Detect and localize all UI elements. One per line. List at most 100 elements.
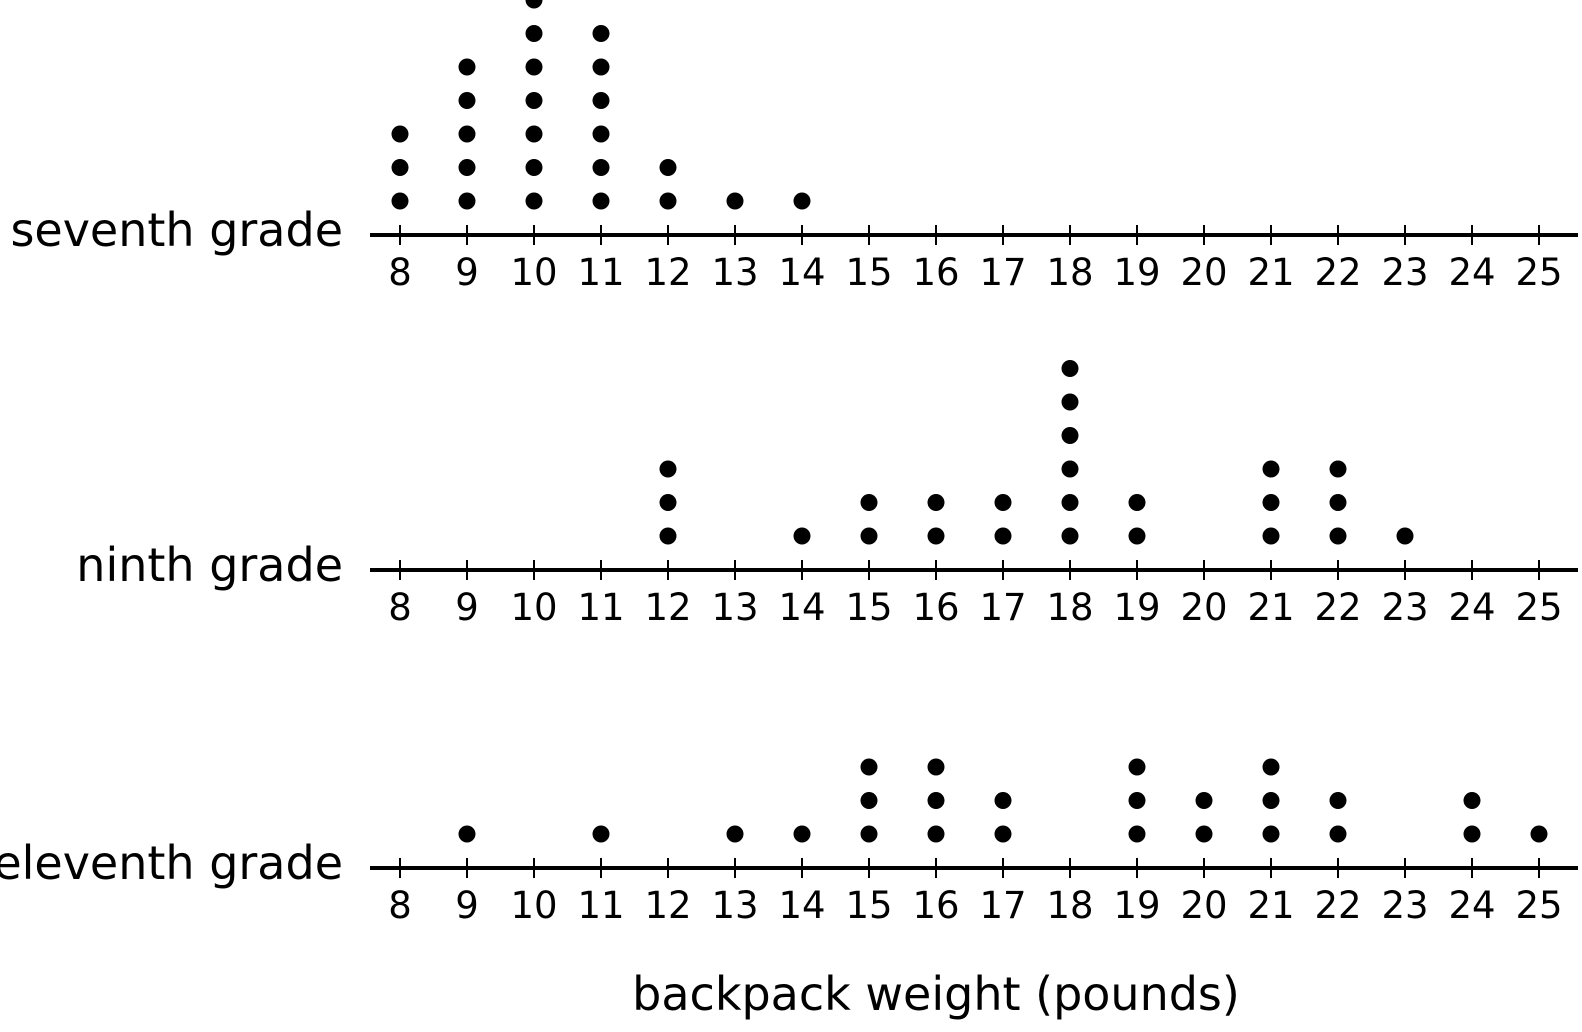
tick-label-eleventh-grade: 13 xyxy=(711,884,758,927)
dot-eleventh-grade xyxy=(726,825,744,843)
dot-ninth-grade xyxy=(1329,527,1347,545)
dot-eleventh-grade xyxy=(1530,825,1548,843)
dot-eleventh-grade xyxy=(994,825,1012,843)
dot-seventh-grade xyxy=(458,192,476,210)
dot-ninth-grade xyxy=(1329,460,1347,478)
tick-label-seventh-grade: 13 xyxy=(711,251,758,294)
dot-ninth-grade xyxy=(1396,527,1414,545)
dot-eleventh-grade xyxy=(1262,758,1280,776)
tick-label-ninth-grade: 18 xyxy=(1046,586,1093,629)
tick-label-ninth-grade: 25 xyxy=(1515,586,1562,629)
dot-seventh-grade xyxy=(793,192,811,210)
dot-seventh-grade xyxy=(659,159,677,176)
tick-label-eleventh-grade: 18 xyxy=(1046,884,1093,927)
x-axis-title: backpack weight (pounds) xyxy=(632,967,1240,1021)
tick-label-seventh-grade: 18 xyxy=(1046,251,1093,294)
dot-seventh-grade xyxy=(525,58,543,76)
tick-label-eleventh-grade: 17 xyxy=(979,884,1026,927)
dot-seventh-grade xyxy=(592,58,610,76)
dot-ninth-grade xyxy=(994,527,1012,545)
tick-label-ninth-grade: 13 xyxy=(711,586,758,629)
dot-eleventh-grade xyxy=(860,825,878,843)
dot-seventh-grade xyxy=(525,125,543,143)
tick-label-seventh-grade: 10 xyxy=(510,251,557,294)
dot-seventh-grade xyxy=(592,192,610,210)
tick-label-eleventh-grade: 11 xyxy=(577,884,624,927)
dot-eleventh-grade xyxy=(1128,758,1146,776)
dot-ninth-grade xyxy=(1128,494,1146,511)
dot-seventh-grade xyxy=(592,92,610,109)
dot-eleventh-grade xyxy=(927,792,945,809)
dot-ninth-grade xyxy=(659,494,677,511)
dot-ninth-grade xyxy=(659,527,677,545)
dot-eleventh-grade xyxy=(860,792,878,809)
tick-label-eleventh-grade: 16 xyxy=(912,884,959,927)
tick-label-seventh-grade: 9 xyxy=(455,251,479,294)
tick-label-eleventh-grade: 15 xyxy=(845,884,892,927)
tick-label-ninth-grade: 12 xyxy=(644,586,691,629)
dot-eleventh-grade xyxy=(1128,792,1146,809)
dot-eleventh-grade xyxy=(1262,792,1280,809)
dot-ninth-grade xyxy=(1061,527,1079,545)
tick-label-seventh-grade: 19 xyxy=(1113,251,1160,294)
dot-seventh-grade xyxy=(391,159,409,176)
dot-ninth-grade xyxy=(927,494,945,511)
tick-label-eleventh-grade: 8 xyxy=(388,884,412,927)
dot-eleventh-grade xyxy=(1463,792,1481,809)
tick-label-eleventh-grade: 14 xyxy=(778,884,825,927)
tick-label-ninth-grade: 11 xyxy=(577,586,624,629)
dot-seventh-grade xyxy=(592,159,610,176)
dot-eleventh-grade xyxy=(1262,825,1280,843)
tick-label-eleventh-grade: 24 xyxy=(1448,884,1495,927)
dot-eleventh-grade xyxy=(1128,825,1146,843)
dot-eleventh-grade xyxy=(1195,792,1213,809)
dot-ninth-grade xyxy=(1061,460,1079,478)
dot-eleventh-grade xyxy=(927,825,945,843)
tick-label-eleventh-grade: 12 xyxy=(644,884,691,927)
tick-label-eleventh-grade: 20 xyxy=(1180,884,1227,927)
dot-seventh-grade xyxy=(525,92,543,109)
tick-label-seventh-grade: 15 xyxy=(845,251,892,294)
dot-seventh-grade xyxy=(391,192,409,210)
tick-label-seventh-grade: 20 xyxy=(1180,251,1227,294)
dot-ninth-grade xyxy=(1061,393,1079,411)
dot-eleventh-grade xyxy=(1329,825,1347,843)
dot-seventh-grade xyxy=(592,125,610,143)
tick-label-eleventh-grade: 19 xyxy=(1113,884,1160,927)
tick-label-seventh-grade: 24 xyxy=(1448,251,1495,294)
dot-eleventh-grade xyxy=(1195,825,1213,843)
tick-label-ninth-grade: 14 xyxy=(778,586,825,629)
tick-label-eleventh-grade: 21 xyxy=(1247,884,1294,927)
dot-ninth-grade xyxy=(860,527,878,545)
dot-ninth-grade xyxy=(994,494,1012,511)
tick-label-ninth-grade: 16 xyxy=(912,586,959,629)
dot-eleventh-grade xyxy=(1463,825,1481,843)
tick-label-seventh-grade: 12 xyxy=(644,251,691,294)
dot-seventh-grade xyxy=(525,159,543,176)
tick-label-seventh-grade: 17 xyxy=(979,251,1026,294)
tick-label-seventh-grade: 25 xyxy=(1515,251,1562,294)
tick-label-ninth-grade: 8 xyxy=(388,586,412,629)
dot-ninth-grade xyxy=(860,494,878,511)
dot-eleventh-grade xyxy=(860,758,878,776)
tick-label-eleventh-grade: 22 xyxy=(1314,884,1361,927)
dot-ninth-grade xyxy=(793,527,811,545)
dot-ninth-grade xyxy=(1128,527,1146,545)
tick-label-seventh-grade: 16 xyxy=(912,251,959,294)
dot-seventh-grade xyxy=(458,92,476,109)
tick-label-ninth-grade: 19 xyxy=(1113,586,1160,629)
dot-seventh-grade xyxy=(592,25,610,42)
row-label-ninth-grade: ninth grade xyxy=(76,538,343,592)
row-label-eleventh-grade: eleventh grade xyxy=(0,836,343,890)
dot-eleventh-grade xyxy=(927,758,945,776)
tick-label-ninth-grade: 17 xyxy=(979,586,1026,629)
dot-eleventh-grade xyxy=(793,825,811,843)
tick-label-seventh-grade: 8 xyxy=(388,251,412,294)
tick-label-ninth-grade: 24 xyxy=(1448,586,1495,629)
tick-label-ninth-grade: 15 xyxy=(845,586,892,629)
tick-label-ninth-grade: 9 xyxy=(455,586,479,629)
dot-seventh-grade xyxy=(525,25,543,42)
tick-label-seventh-grade: 11 xyxy=(577,251,624,294)
dot-ninth-grade xyxy=(1061,494,1079,511)
